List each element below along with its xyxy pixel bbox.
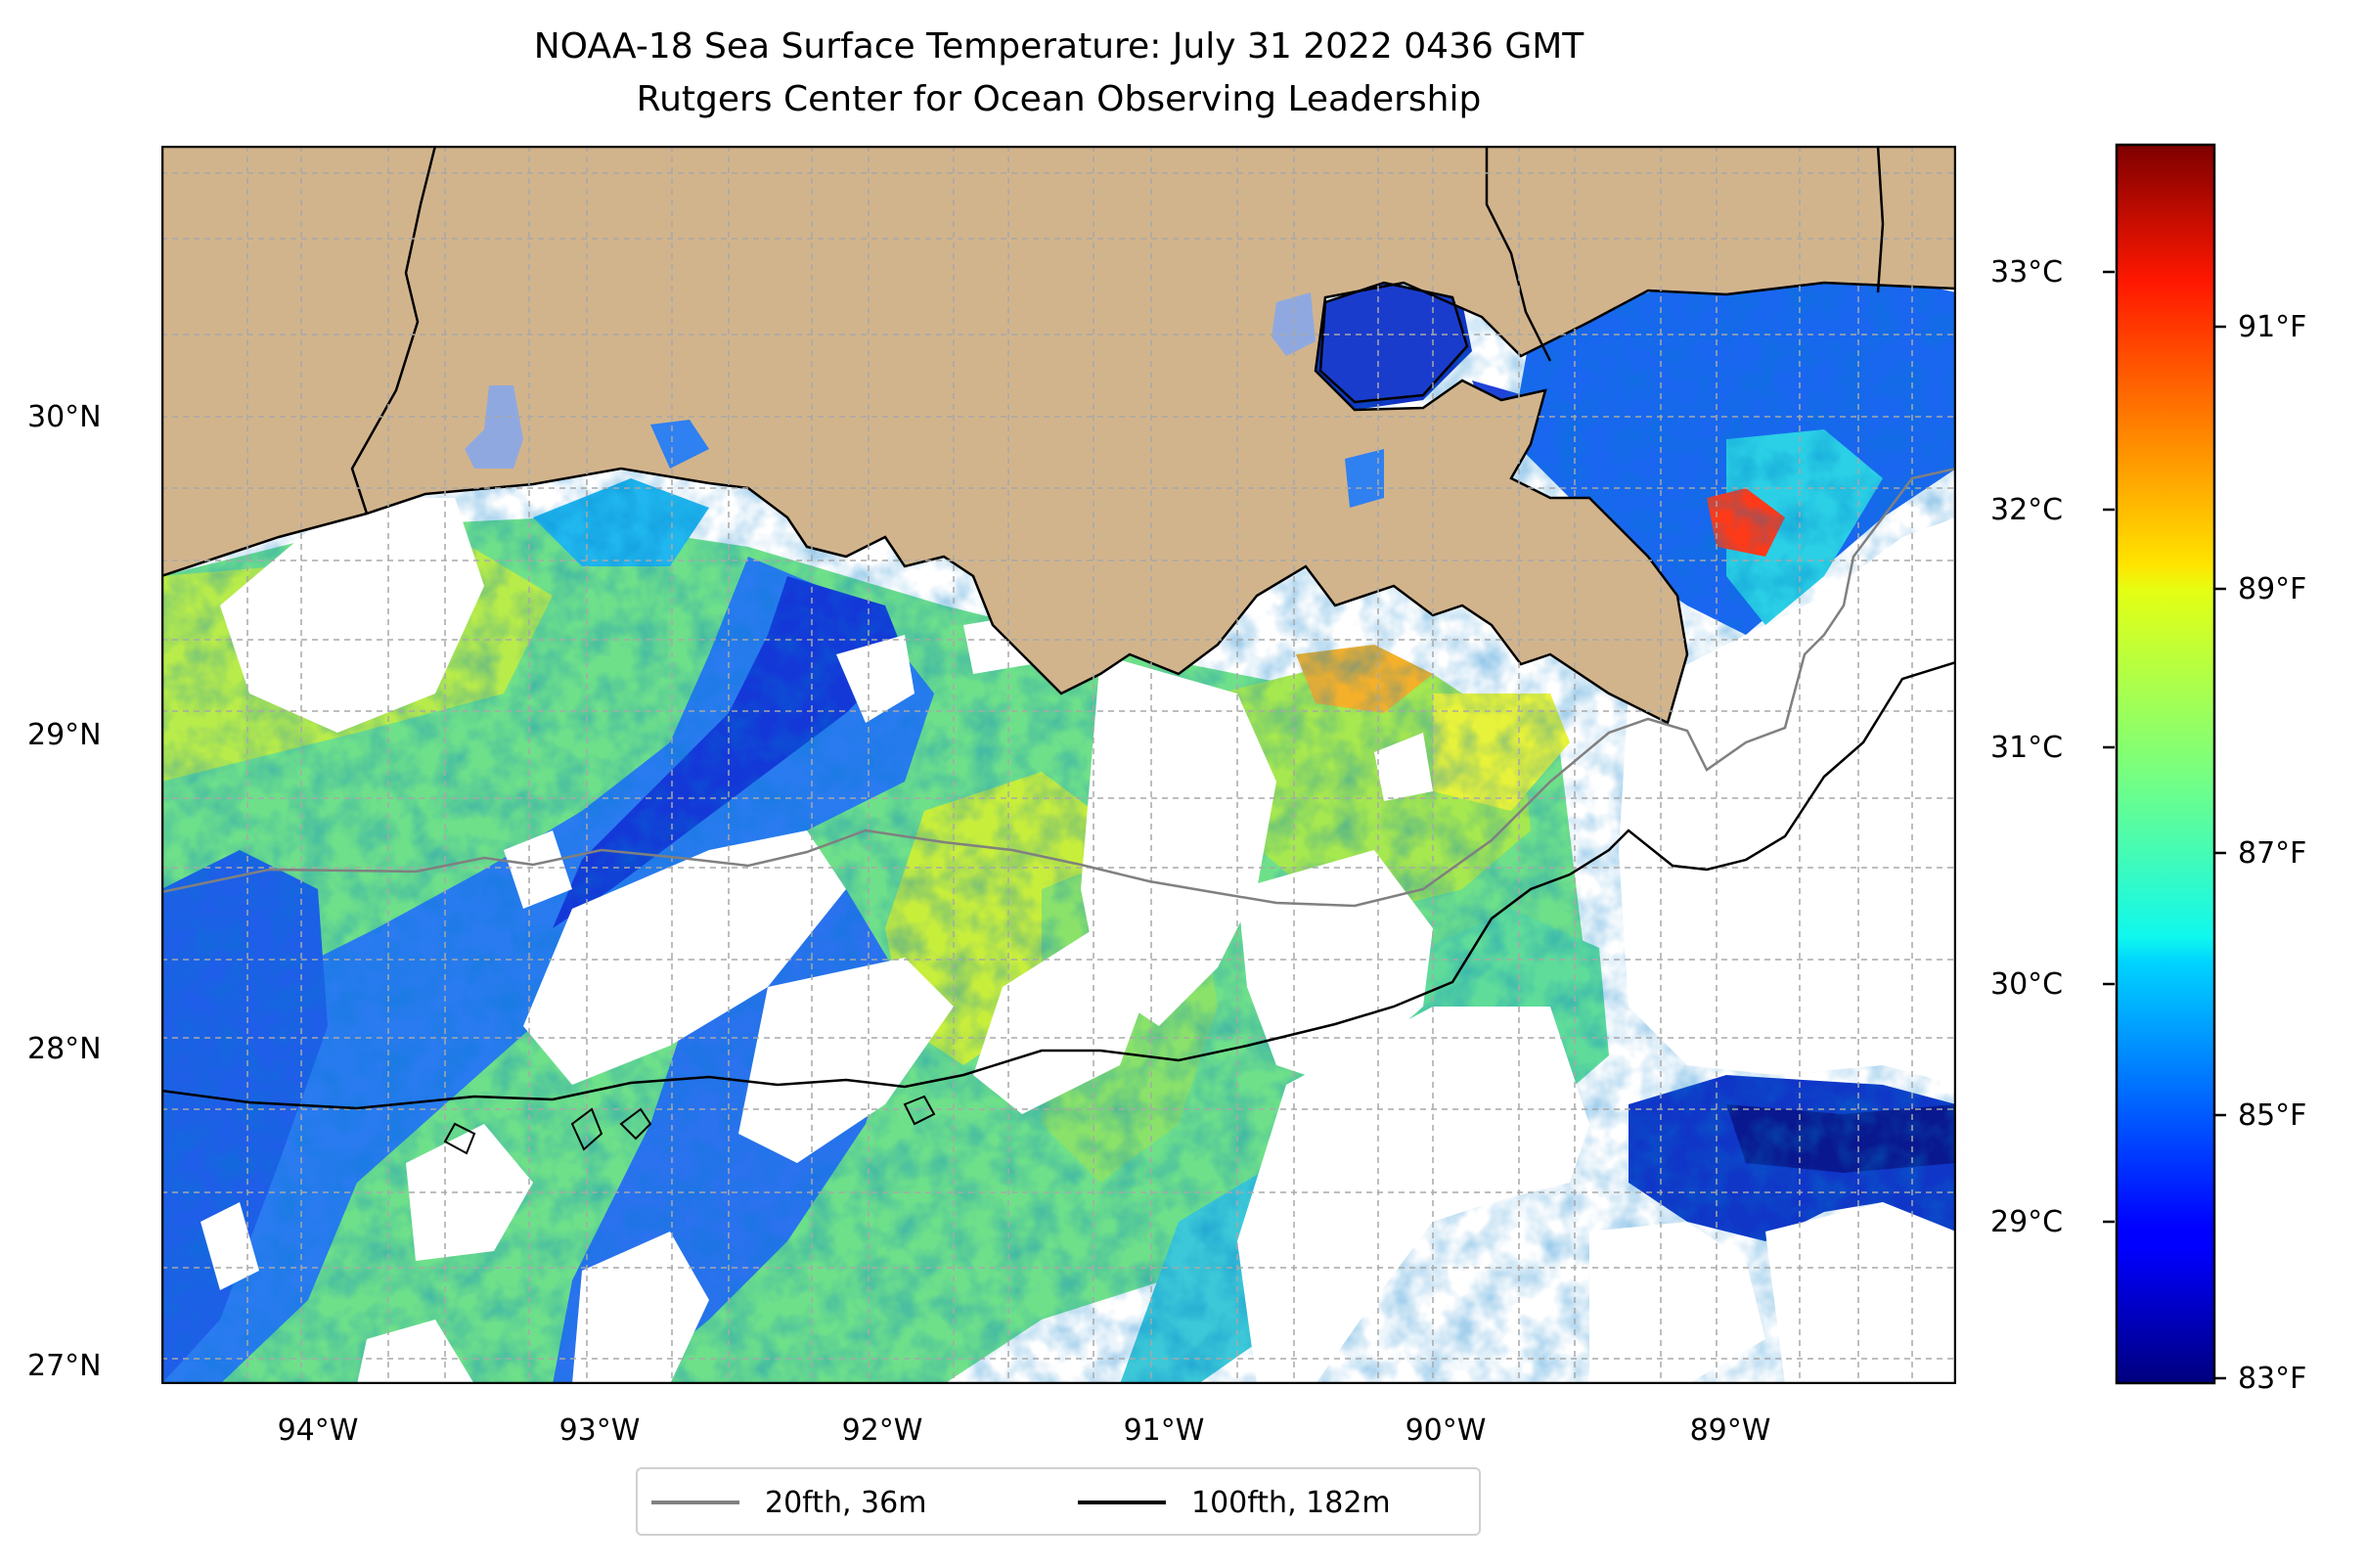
cb-c-31: 31°C: [1990, 731, 2064, 765]
lat-tick-28: 28°N: [27, 1032, 102, 1066]
legend: 20fth, 36m 100fth, 182m: [636, 1467, 1481, 1536]
legend-label-20fth: 20fth, 36m: [765, 1485, 927, 1520]
isobath-100fth-islands: [443, 1095, 936, 1155]
legend-item-100fth: 100fth, 182m: [1078, 1483, 1391, 1522]
cb-f-87: 87°F: [2238, 836, 2307, 871]
lon-tick-92: 92°W: [841, 1413, 923, 1448]
isobath-20fth: [161, 467, 1956, 908]
lon-tick-90: 90°W: [1405, 1413, 1487, 1448]
state-border-la-ms: [1485, 146, 1885, 362]
lon-tick-94: 94°W: [277, 1413, 359, 1448]
lake-maurepas: [1272, 292, 1316, 356]
lake-calcasieu: [465, 385, 523, 469]
lat-tick-29: 29°N: [27, 718, 102, 752]
legend-swatch-20fth: [651, 1501, 739, 1504]
cb-c-33: 33°C: [1990, 255, 2064, 290]
colorbar-tick-marks: [2103, 270, 2226, 1380]
lon-tick-91: 91°W: [1123, 1413, 1205, 1448]
coastline: [161, 281, 1956, 725]
chart-title: NOAA-18 Sea Surface Temperature: July 31…: [533, 26, 1584, 67]
chart-subtitle: Rutgers Center for Ocean Observing Leade…: [636, 79, 1482, 119]
cb-c-32: 32°C: [1990, 493, 2064, 527]
legend-swatch-100fth: [1078, 1501, 1166, 1504]
cb-c-29: 29°C: [1990, 1205, 2064, 1239]
cb-f-85: 85°F: [2238, 1098, 2307, 1133]
cb-c-30: 30°C: [1990, 967, 2064, 1002]
sst-map: [161, 146, 1956, 1384]
legend-item-20fth: 20fth, 36m: [651, 1483, 926, 1522]
colorbar: [2115, 143, 2216, 1385]
cb-f-91: 91°F: [2238, 310, 2307, 344]
lat-tick-27: 27°N: [27, 1349, 102, 1383]
no-data-areas: [201, 498, 1956, 1384]
map-gridlines: [161, 146, 1956, 1384]
cb-f-89: 89°F: [2238, 572, 2307, 606]
state-border-tx-la: [350, 146, 437, 515]
land-area: [161, 146, 1956, 723]
isobath-100fth: [161, 660, 1956, 1110]
lon-tick-89: 89°W: [1689, 1413, 1771, 1448]
lat-tick-30: 30°N: [27, 400, 102, 434]
lon-tick-93: 93°W: [558, 1413, 641, 1448]
cb-f-83: 83°F: [2238, 1362, 2307, 1396]
legend-label-100fth: 100fth, 182m: [1191, 1485, 1391, 1520]
